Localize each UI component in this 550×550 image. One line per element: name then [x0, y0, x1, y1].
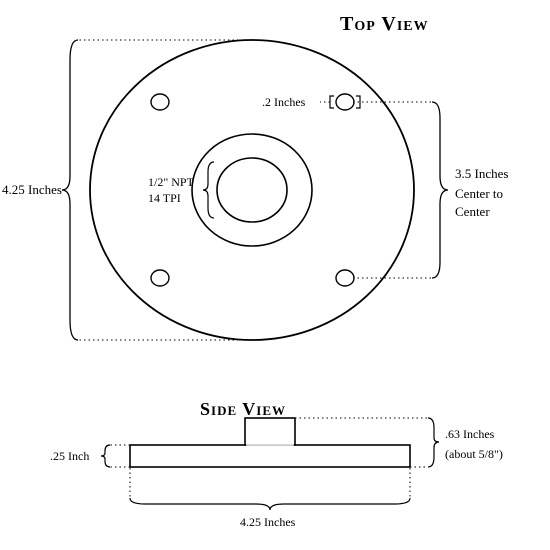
- brace-left: [62, 40, 78, 340]
- brace-thickness: [101, 445, 110, 467]
- bolt-hole-tr: [336, 94, 354, 110]
- thread-spec-2: 14 TPI: [148, 191, 181, 205]
- flange-outer-circle: [90, 40, 414, 340]
- center-boss-outer: [192, 134, 312, 246]
- brace-width: [130, 498, 410, 510]
- hole-bracket-l: [330, 96, 334, 108]
- top-view-title: Top View: [340, 13, 429, 35]
- bolt-hole-tl: [151, 94, 169, 110]
- brace-right: [432, 102, 448, 278]
- total-height-label: .63 Inches: [445, 427, 495, 441]
- center-bore: [217, 158, 287, 222]
- total-height-note: (about 5/8"): [445, 447, 503, 461]
- top-view-group: Top View 4.25 Inches 3.5 Inches Center t…: [2, 13, 508, 340]
- side-view-title: Side View: [200, 399, 286, 419]
- bolt-hole-bl: [151, 270, 169, 286]
- hole-diameter-label: .2 Inches: [262, 95, 306, 109]
- flange-thickness-label: .25 Inch: [50, 449, 89, 463]
- outer-diameter-label: 4.25 Inches: [2, 182, 62, 197]
- center-hub: [245, 418, 295, 445]
- flange-plate: [130, 445, 410, 467]
- thread-spec-1: 1/2" NPT: [148, 175, 195, 189]
- bolt-circle-label: 3.5 Inches: [455, 166, 508, 181]
- bolt-circle-note2: Center: [455, 204, 490, 219]
- bolt-circle-note1: Center to: [455, 186, 503, 201]
- brace-thread: [203, 162, 214, 218]
- side-width-label: 4.25 Inches: [240, 515, 296, 529]
- bolt-hole-br: [336, 270, 354, 286]
- brace-height: [428, 418, 439, 467]
- side-view-group: Side View .25 Inch .63 Inches (about 5/8…: [50, 399, 503, 529]
